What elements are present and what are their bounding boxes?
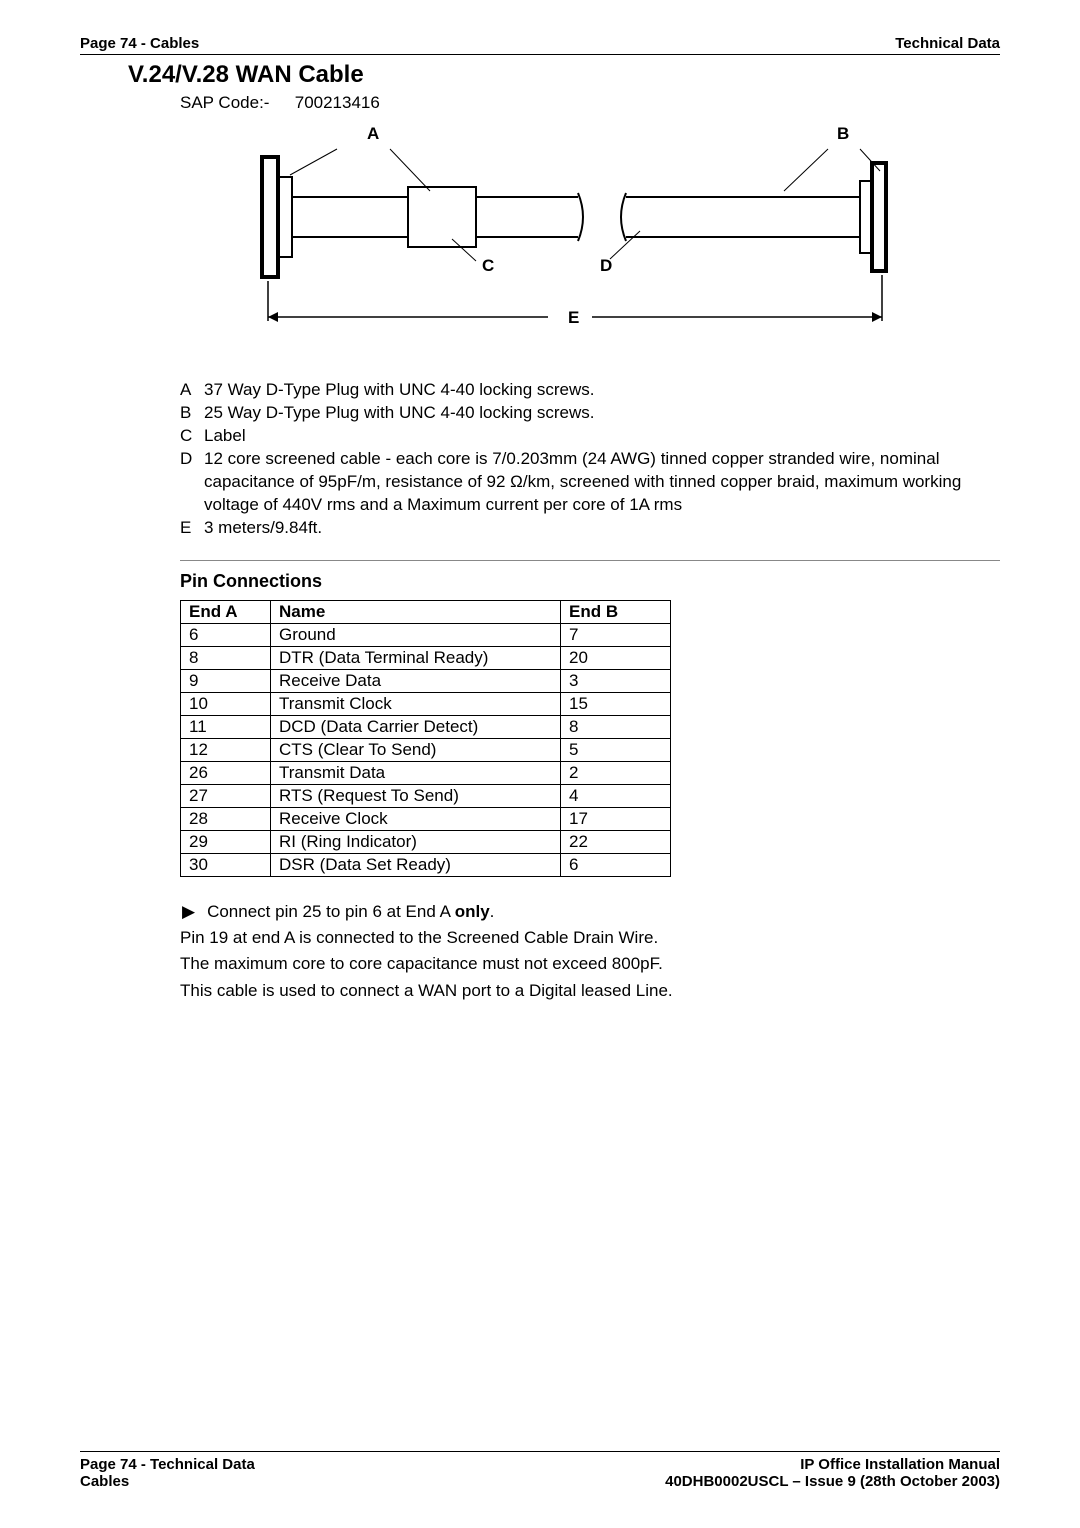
sap-label: SAP Code:- xyxy=(180,93,290,113)
legend-letter: A xyxy=(180,379,204,402)
legend-text: Label xyxy=(204,425,1000,448)
legend-item: A 37 Way D-Type Plug with UNC 4-40 locki… xyxy=(180,379,1000,402)
header-left: Page 74 - Cables xyxy=(80,35,199,52)
page-title: V.24/V.28 WAN Cable xyxy=(128,61,1000,89)
legend-letter: D xyxy=(180,448,204,517)
cable-diagram: A B C D E xyxy=(180,121,1000,351)
diagram-svg: A B C D E xyxy=(180,121,940,346)
bullet-icon: ▶ xyxy=(182,899,195,925)
col-header-endb: End B xyxy=(561,600,671,623)
footer-left-line2: Cables xyxy=(80,1473,255,1490)
table-row: 6Ground7 xyxy=(181,623,671,646)
legend-letter: E xyxy=(180,517,204,540)
notes-block: ▶ Connect pin 25 to pin 6 at End A only.… xyxy=(180,899,1000,1004)
col-header-enda: End A xyxy=(181,600,271,623)
table-row: 9Receive Data3 xyxy=(181,669,671,692)
diagram-label-e: E xyxy=(568,308,579,327)
diagram-label-c: C xyxy=(482,256,494,275)
footer-right: IP Office Installation Manual 40DHB0002U… xyxy=(665,1456,1000,1490)
diagram-label-d: D xyxy=(600,256,612,275)
header-right: Technical Data xyxy=(895,35,1000,52)
legend-item: D 12 core screened cable - each core is … xyxy=(180,448,1000,517)
diagram-label-b: B xyxy=(837,124,849,143)
table-row: 28Receive Clock17 xyxy=(181,807,671,830)
table-header-row: End A Name End B xyxy=(181,600,671,623)
section-divider xyxy=(180,560,1000,561)
sap-value: 700213416 xyxy=(295,93,380,112)
footer-left-line1: Page 74 - Technical Data xyxy=(80,1456,255,1473)
note-line: Pin 19 at end A is connected to the Scre… xyxy=(180,925,1000,951)
table-row: 12CTS (Clear To Send)5 xyxy=(181,738,671,761)
pin-connections-title: Pin Connections xyxy=(180,571,1000,592)
diagram-label-a: A xyxy=(367,124,379,143)
legend-letter: C xyxy=(180,425,204,448)
note-bullet-line: ▶ Connect pin 25 to pin 6 at End A only. xyxy=(180,899,1000,925)
sap-code-line: SAP Code:- 700213416 xyxy=(180,93,1000,113)
legend-item: E 3 meters/9.84ft. xyxy=(180,517,1000,540)
footer-right-line2: 40DHB0002USCL – Issue 9 (28th October 20… xyxy=(665,1473,1000,1490)
page-header: Page 74 - Cables Technical Data xyxy=(80,35,1000,55)
pin-connections-table: End A Name End B 6Ground7 8DTR (Data Ter… xyxy=(180,600,671,877)
note-bullet-text: Connect pin 25 to pin 6 at End A only. xyxy=(207,899,494,925)
note-line: The maximum core to core capacitance mus… xyxy=(180,951,1000,977)
legend-text: 3 meters/9.84ft. xyxy=(204,517,1000,540)
legend-letter: B xyxy=(180,402,204,425)
table-row: 26Transmit Data2 xyxy=(181,761,671,784)
table-row: 8DTR (Data Terminal Ready)20 xyxy=(181,646,671,669)
footer-right-line1: IP Office Installation Manual xyxy=(665,1456,1000,1473)
legend-text: 37 Way D-Type Plug with UNC 4-40 locking… xyxy=(204,379,1000,402)
table-row: 27RTS (Request To Send)4 xyxy=(181,784,671,807)
table-row: 30DSR (Data Set Ready)6 xyxy=(181,853,671,876)
footer-left: Page 74 - Technical Data Cables xyxy=(80,1456,255,1490)
table-row: 10Transmit Clock15 xyxy=(181,692,671,715)
legend-text: 12 core screened cable - each core is 7/… xyxy=(204,448,1000,517)
table-row: 29RI (Ring Indicator)22 xyxy=(181,830,671,853)
page-footer: Page 74 - Technical Data Cables IP Offic… xyxy=(80,1451,1000,1490)
legend-item: B 25 Way D-Type Plug with UNC 4-40 locki… xyxy=(180,402,1000,425)
legend-text: 25 Way D-Type Plug with UNC 4-40 locking… xyxy=(204,402,1000,425)
legend-list: A 37 Way D-Type Plug with UNC 4-40 locki… xyxy=(180,379,1000,540)
table-row: 11DCD (Data Carrier Detect)8 xyxy=(181,715,671,738)
col-header-name: Name xyxy=(271,600,561,623)
note-line: This cable is used to connect a WAN port… xyxy=(180,978,1000,1004)
legend-item: C Label xyxy=(180,425,1000,448)
